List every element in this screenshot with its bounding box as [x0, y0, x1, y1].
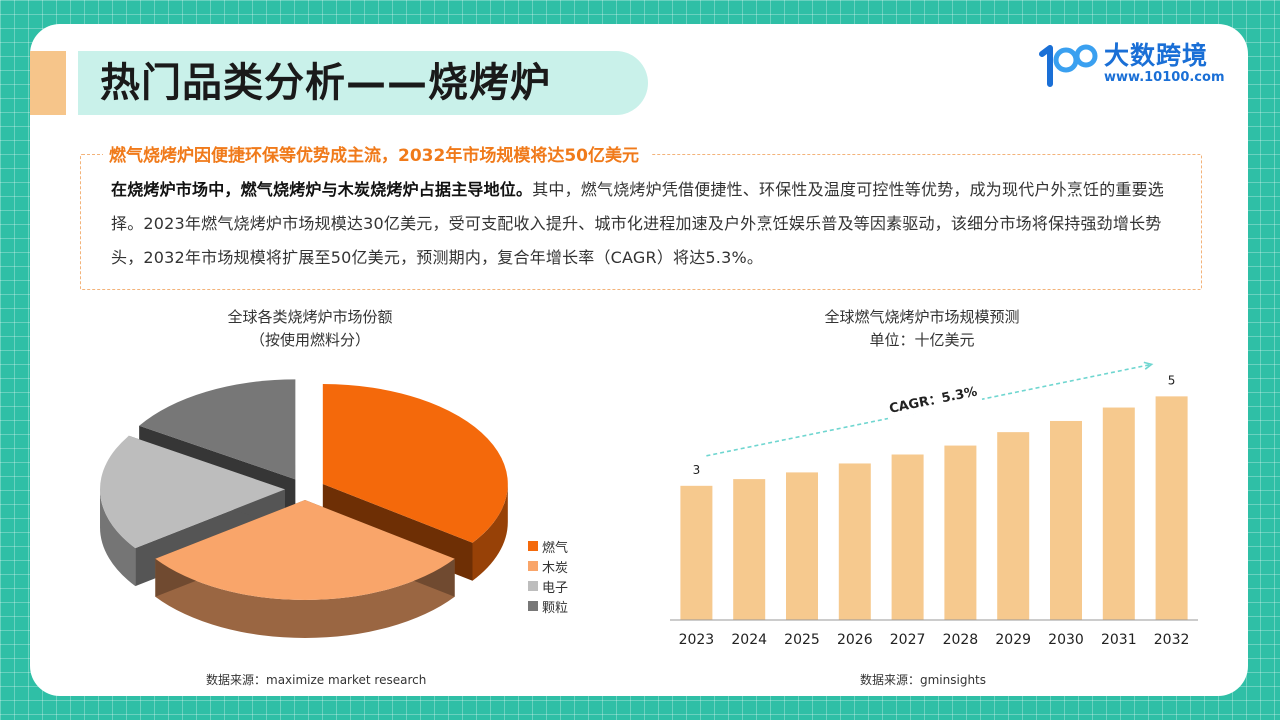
x-tick-label: 2027 — [890, 632, 926, 648]
pie-slice-wall — [472, 484, 508, 581]
bar-title-line1: 全球燃气烧烤炉市场规模预测 — [824, 308, 1020, 326]
legend-item: 燃气 — [528, 536, 568, 556]
summary-box: 燃气烧烤炉因便捷环保等优势成主流，2032年市场规模将达50亿美元 在烧烤炉市场… — [80, 141, 1202, 290]
page-title: 热门品类分析——烧烤炉 — [100, 60, 551, 106]
legend-swatch — [528, 581, 538, 591]
bar-2026 — [838, 463, 871, 620]
x-tick-label: 2029 — [995, 632, 1031, 648]
bar-2023 — [680, 485, 713, 620]
summary-body: 在烧烤炉市场中，燃气烧烤炉与木炭烧烤炉占据主导地位。其中，燃气烧烤炉凭借便捷性、… — [111, 173, 1181, 275]
title-accent-bar — [30, 51, 66, 115]
x-tick-label: 2024 — [731, 632, 767, 648]
legend-label: 电子 — [542, 580, 569, 596]
legend-label: 木炭 — [542, 560, 569, 576]
pie-slice-top — [322, 384, 508, 543]
bar-2029 — [997, 432, 1030, 620]
bar-source: 数据来源：gminsights — [860, 673, 987, 687]
summary-text: 其中，燃气烧烤炉凭借便捷性、环保性及温度可控性等优势，成为现代户外烹饪的重要选择… — [111, 180, 1165, 267]
bar-2024 — [733, 479, 766, 620]
logo-name: 大数跨境 — [1104, 41, 1209, 70]
summary-lead: 在烧烤炉市场中，燃气烧烤炉与木炭烧烤炉占据主导地位。 — [111, 180, 533, 199]
bar-title-line2: 单位：十亿美元 — [869, 331, 975, 349]
cagr-arrowhead — [1143, 361, 1154, 370]
pie-slice-top — [139, 379, 296, 480]
bar-2031 — [1102, 407, 1135, 620]
bar-chart-title: 全球燃气烧烤炉市场规模预测 单位：十亿美元 — [792, 306, 1052, 352]
summary-heading: 燃气烧烤炉因便捷环保等优势成主流，2032年市场规模将达50亿美元 — [103, 141, 651, 166]
legend-item: 电子 — [528, 576, 568, 596]
brand-logo: 大数跨境 www.10100.com — [1036, 34, 1226, 94]
slide-card: 热门品类分析——烧烤炉 大数跨境 www.10100.com 燃气烧烤炉因便捷环… — [30, 24, 1248, 696]
cagr-label-bg — [883, 378, 983, 420]
legend-item: 木炭 — [528, 556, 568, 576]
bar-2027 — [891, 454, 924, 620]
legend-label: 燃气 — [542, 540, 569, 556]
pie-slice-top — [100, 435, 286, 549]
pie-chart — [100, 379, 508, 638]
legend-swatch — [528, 601, 538, 611]
bar-data-label: 3 — [693, 463, 701, 477]
title-band — [78, 51, 648, 115]
logo-url[interactable]: www.10100.com — [1104, 70, 1225, 85]
pie-title-line1: 全球各类烧烤炉市场份额 — [227, 308, 393, 326]
x-tick-label: 2023 — [679, 632, 715, 648]
legend-item: 颗粒 — [528, 596, 568, 616]
pie-legend: 燃气 木炭 电子 颗粒 — [528, 536, 568, 616]
x-tick-label: 2031 — [1101, 632, 1137, 648]
x-tick-label: 2025 — [784, 632, 820, 648]
legend-label: 颗粒 — [542, 600, 569, 616]
x-tick-label: 2030 — [1048, 632, 1084, 648]
pie-source: 数据来源：maximize market research — [206, 673, 427, 687]
bar-data-label: 5 — [1168, 373, 1176, 387]
bar-2030 — [1050, 420, 1082, 620]
bar-2025 — [786, 472, 818, 620]
bar-chart: 2023 3 2024 2025 2026 2027 2028 2029 2030 2031 203… — [670, 361, 1198, 648]
pie-slice-wall — [100, 489, 136, 587]
legend-swatch — [528, 541, 538, 551]
logo-mark-icon — [1039, 44, 1098, 87]
pie-slice-top — [155, 500, 455, 600]
bar-2028 — [944, 445, 977, 620]
x-tick-label: 2028 — [943, 632, 979, 648]
x-tick-label: 2026 — [837, 632, 873, 648]
x-tick-label: 2032 — [1154, 632, 1190, 648]
legend-swatch — [528, 561, 538, 571]
pie-slice-wall — [155, 558, 455, 638]
pie-slice-木炭 — [155, 500, 455, 638]
pie-chart-title: 全球各类烧烤炉市场份额 （按使用燃料分） — [180, 306, 440, 352]
bar-2032 — [1155, 396, 1188, 620]
pie-title-line2: （按使用燃料分） — [249, 331, 370, 349]
